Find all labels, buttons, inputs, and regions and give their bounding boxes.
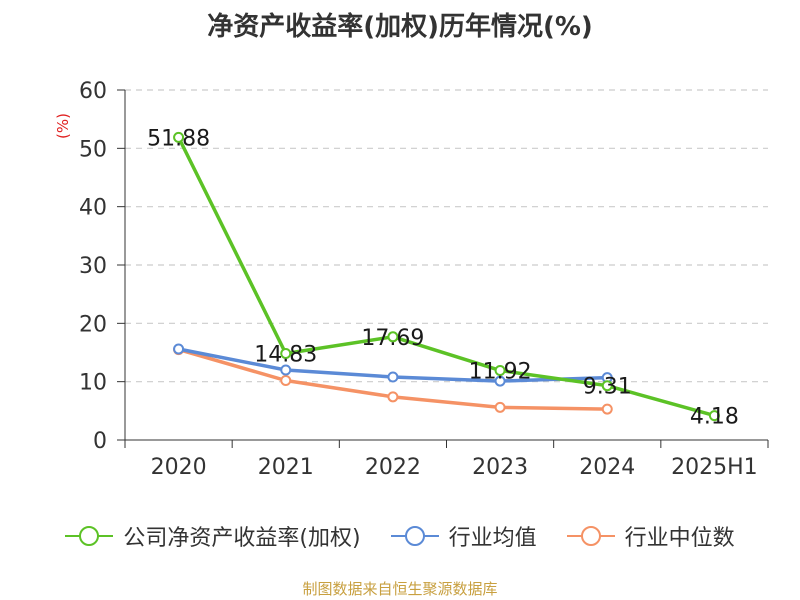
legend-marker-icon [65, 526, 114, 546]
data-label: 11.92 [469, 359, 532, 384]
axes: 0 10 20 30 40 50 60 (%) 2020 2021 2022 2023 2024 2025… [54, 79, 769, 480]
series-line [177, 136, 715, 418]
y-tick-label: 30 [79, 254, 107, 279]
legend-item[interactable]: 行业均值 [390, 520, 537, 552]
data-point [601, 403, 613, 415]
legend-label: 行业中位数 [624, 526, 735, 551]
data-point [708, 410, 720, 422]
x-tick-label: 2021 [258, 455, 314, 480]
chart-title: 净资产收益率(加权)历年情况(%) [207, 12, 593, 42]
data-point [601, 380, 613, 392]
data-labels: 51.88 14.83 17.69 11.92 9.31 4.18 [147, 126, 739, 429]
data-point [280, 364, 292, 376]
legend-marker-icon [390, 526, 439, 546]
data-point [173, 131, 185, 143]
data-label: 17.69 [361, 326, 424, 351]
data-point [173, 343, 185, 355]
x-tick-label: 2022 [365, 455, 421, 480]
legend-item[interactable]: 行业中位数 [566, 520, 735, 552]
data-label: 51.88 [147, 126, 210, 151]
data-point [494, 364, 506, 376]
y-tick-label: 10 [79, 371, 107, 396]
y-tick-label: 40 [79, 196, 107, 221]
y-tick-label: 0 [93, 429, 107, 454]
data-point [280, 375, 292, 386]
x-tick-label: 2023 [472, 455, 528, 480]
y-tick-label: 60 [79, 79, 107, 104]
data-point [387, 371, 399, 383]
legend: 公司净资产收益率(加权) 行业均值 行业中位数 [0, 520, 800, 552]
series-layer [173, 131, 720, 422]
x-tick-label: 2025H1 [671, 455, 758, 480]
data-label: 14.83 [254, 342, 317, 367]
data-point [494, 375, 506, 387]
data-point [494, 401, 506, 413]
x-tick-label: 2024 [579, 455, 635, 480]
data-point [280, 347, 292, 359]
data-point [387, 331, 399, 343]
y-axis-unit: (%) [54, 113, 72, 139]
legend-label: 行业均值 [448, 526, 537, 551]
data-point [387, 391, 399, 403]
x-tick-label: 2020 [151, 455, 207, 480]
legend-marker-icon [566, 526, 615, 546]
source-note: 制图数据来自恒生聚源数据库 [302, 580, 498, 598]
legend-item[interactable]: 公司净资产收益率(加权) [65, 520, 361, 552]
data-label: 9.31 [583, 375, 632, 400]
y-tick-label: 20 [79, 312, 107, 337]
legend-label: 公司净资产收益率(加权) [123, 526, 361, 551]
y-tick-label: 50 [79, 137, 107, 162]
data-label: 4.18 [690, 405, 739, 430]
gridlines [125, 89, 768, 383]
